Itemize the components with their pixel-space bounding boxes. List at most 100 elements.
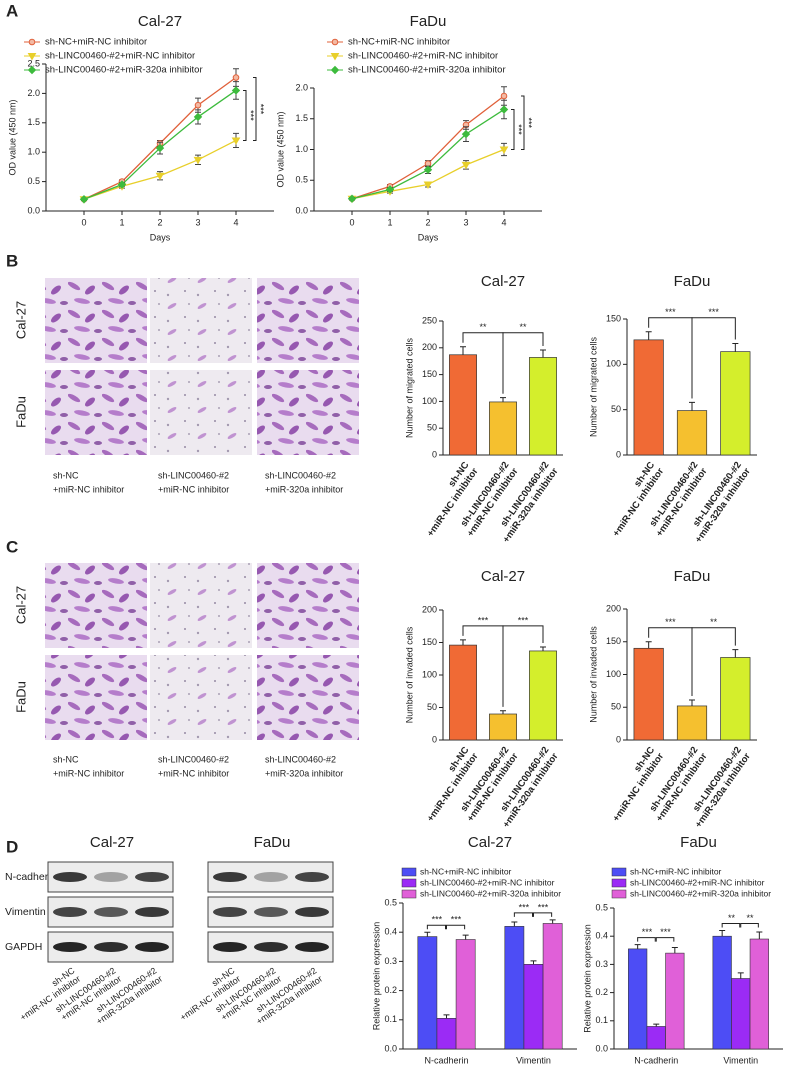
x-tick-label: 0 [81, 217, 86, 227]
error-bar [645, 331, 652, 340]
blot-band [295, 872, 329, 882]
bar [665, 952, 685, 1050]
y-tick-label: 0.2 [384, 985, 397, 995]
blot-band [94, 872, 128, 882]
marker [500, 92, 508, 100]
bar [720, 351, 751, 456]
chart-title: Cal-27 [481, 273, 525, 290]
bar [676, 705, 708, 741]
bar [455, 939, 476, 1050]
significance-label: *** [642, 927, 653, 937]
legend-swatch [611, 889, 627, 899]
marker [194, 101, 202, 109]
y-tick-label: 0 [616, 734, 621, 744]
bar [436, 1018, 457, 1050]
chart-title: Cal-27 [138, 13, 182, 30]
error-bar [689, 699, 695, 706]
y-axis-label: Number of invaded cells [588, 626, 598, 723]
panel-label: A [6, 1, 18, 20]
line [83, 76, 237, 200]
legend-swatch [611, 878, 627, 888]
micrograph [257, 563, 359, 648]
error-bar [540, 349, 546, 358]
y-tick-label: 100 [606, 359, 621, 369]
micrograph [257, 655, 359, 740]
chart-title: Cal-27 [481, 568, 525, 585]
column-label: +miR-NC inhibitor [158, 484, 229, 494]
significance-bracket [533, 912, 553, 917]
significance-label: *** [518, 615, 529, 625]
blot-title: Cal-27 [90, 834, 134, 851]
y-tick-label: 0.2 [595, 987, 608, 997]
y-tick-label: 0.0 [27, 205, 40, 215]
significance-bracket [740, 923, 759, 928]
significance-label: ** [519, 322, 527, 332]
y-tick-label: 0.4 [595, 931, 608, 941]
y-tick-label: 2.5 [27, 58, 40, 68]
bar [628, 948, 648, 1050]
blot-band [254, 942, 288, 952]
blot-band [295, 907, 329, 917]
y-tick-label: 0.1 [384, 1014, 397, 1024]
error-bar [460, 639, 466, 646]
blot-band [94, 907, 128, 917]
x-tick-label: 4 [233, 217, 238, 227]
y-tick-label: 0.5 [295, 175, 308, 185]
y-tick-label: 100 [422, 669, 437, 679]
y-tick-label: 0.0 [595, 1043, 608, 1053]
significance-bracket [691, 627, 736, 697]
y-tick-label: 0 [432, 449, 437, 459]
micrograph [45, 278, 147, 363]
legend-label: sh-LINC00460-#2+miR-NC inhibitor [420, 877, 555, 887]
micrograph [45, 563, 147, 648]
legend-label: sh-LINC00460-#2+miR-NC inhibitor [348, 51, 498, 62]
significance-label: ** [747, 913, 755, 923]
bar [712, 935, 732, 1050]
significance-label: ** [710, 617, 718, 627]
error-bar [645, 641, 652, 649]
marker [231, 86, 241, 95]
y-tick-label: 0.0 [295, 205, 308, 215]
micrograph [257, 370, 359, 455]
y-axis-label: OD value (450 nm) [7, 99, 17, 175]
significance-label: *** [478, 615, 489, 625]
legend-label: sh-LINC00460-#2+miR-320a inhibitor [420, 888, 561, 898]
chart-title: Cal-27 [468, 834, 512, 851]
y-axis-label: Relative protein expression [582, 924, 592, 1033]
y-tick-label: 200 [606, 603, 621, 613]
x-tick-label: 3 [195, 217, 200, 227]
legend-label: sh-LINC00460-#2+miR-NC inhibitor [45, 51, 195, 62]
significance-label: *** [665, 307, 676, 317]
significance-bracket [502, 332, 544, 394]
significance-bracket [521, 95, 525, 150]
y-axis-label: Number of migrated cells [588, 336, 598, 437]
x-tick-label: 3 [463, 217, 468, 227]
category-label: Vimentin [723, 1055, 758, 1065]
bar [489, 401, 517, 456]
y-axis-label: Relative protein expression [371, 922, 381, 1031]
micrograph [150, 655, 252, 740]
bar [523, 964, 544, 1050]
chart-title: FaDu [410, 13, 447, 30]
significance-bracket [426, 924, 446, 930]
significance-bracket [655, 937, 675, 942]
y-tick-label: 0.1 [595, 1015, 608, 1025]
error-bar [549, 919, 556, 924]
legend-label: sh-LINC00460-#2+miR-NC inhibitor [630, 877, 765, 887]
significance-label: *** [665, 617, 676, 627]
significance-label: *** [432, 915, 443, 925]
y-tick-label: 1.0 [295, 144, 308, 154]
column-label: sh-LINC00460-#2 [158, 470, 229, 480]
category-label: Vimentin [516, 1055, 551, 1065]
x-tick-label: 0 [349, 217, 354, 227]
y-tick-label: 2.0 [27, 88, 40, 98]
bar [417, 936, 438, 1050]
micrograph [45, 370, 147, 455]
significance-label: *** [524, 117, 534, 128]
y-tick-label: 0 [432, 734, 437, 744]
marker [347, 194, 357, 203]
y-tick-label: 150 [606, 313, 621, 323]
significance-bracket [502, 625, 544, 707]
marker [155, 172, 165, 181]
